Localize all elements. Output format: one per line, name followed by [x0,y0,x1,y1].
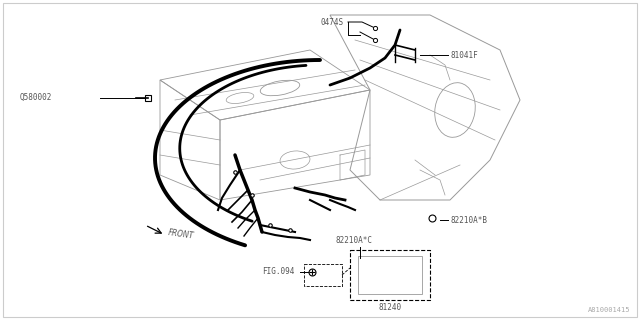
Text: 82210A*B: 82210A*B [450,215,487,225]
Text: FIG.094: FIG.094 [262,268,294,276]
Text: 81240: 81240 [378,303,401,312]
Text: FRONT: FRONT [168,228,195,240]
Text: A810001415: A810001415 [588,307,630,313]
Text: 0474S: 0474S [320,18,343,27]
Text: 81041F: 81041F [450,51,477,60]
Text: 82210A*C: 82210A*C [335,236,372,244]
Text: Q580002: Q580002 [20,92,52,101]
